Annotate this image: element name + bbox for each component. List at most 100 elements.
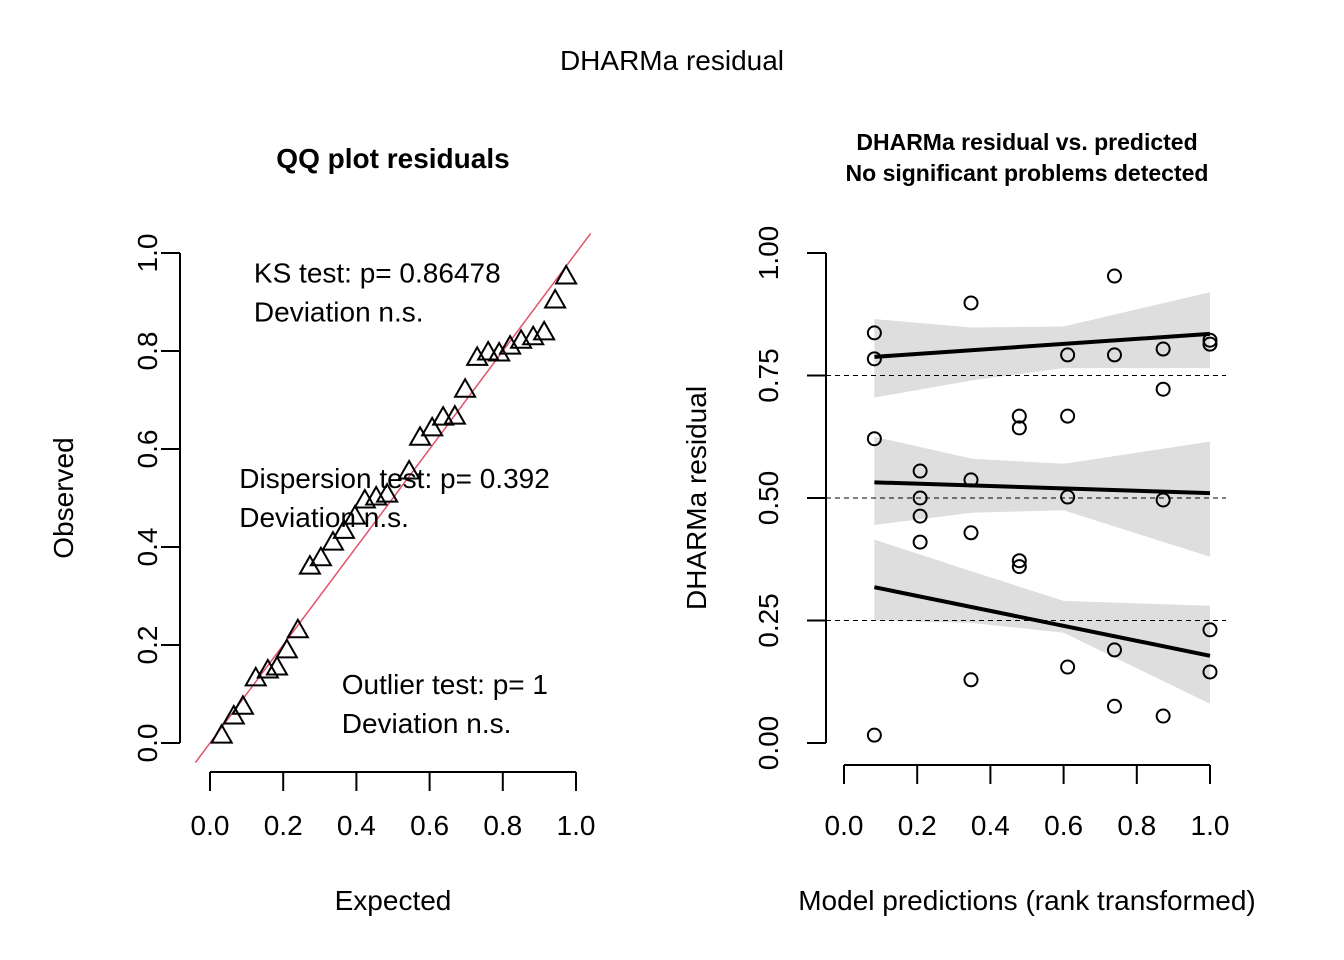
qq-annotations: KS test: p= 0.86478 Deviation n.s. Dispers… bbox=[239, 257, 550, 739]
qq-point-triangle bbox=[465, 345, 489, 366]
qq-point-triangle bbox=[543, 288, 567, 309]
rv-point bbox=[1106, 698, 1122, 714]
rv-point bbox=[1011, 553, 1027, 569]
rv-point bbox=[963, 295, 979, 311]
rv-quantile-fit-line bbox=[873, 585, 1211, 658]
rv-point bbox=[963, 472, 979, 488]
rv-point bbox=[963, 525, 979, 541]
qq-point-triangle bbox=[332, 518, 356, 539]
rv-point bbox=[866, 325, 882, 341]
rv-y-tick-label: 0.00 bbox=[753, 716, 784, 771]
rv-point bbox=[1202, 622, 1218, 638]
rv-y-tick-label: 1.00 bbox=[753, 226, 784, 281]
rv-quantile-fits bbox=[873, 331, 1211, 658]
residual-vs-predicted-plot: DHARMa residual vs. predicted No signifi… bbox=[681, 129, 1256, 916]
rv-title: DHARMa residual vs. predicted bbox=[856, 129, 1197, 155]
qq-point-triangle bbox=[453, 377, 477, 398]
rv-x-tick-label: 0.6 bbox=[1044, 810, 1083, 841]
qq-point-triangle bbox=[498, 334, 522, 355]
qq-point-triangle bbox=[431, 405, 455, 426]
qq-x-tick-label: 0.6 bbox=[410, 810, 449, 841]
qq-point-triangle bbox=[275, 637, 299, 659]
qq-point-triangle bbox=[209, 723, 234, 744]
qq-point-triangle bbox=[420, 415, 444, 437]
qq-y-tick-label: 0.0 bbox=[132, 724, 163, 763]
qq-annotation-text: Dispersion test: p= 0.392 bbox=[239, 463, 550, 494]
rv-xlabel: Model predictions (rank transformed) bbox=[798, 885, 1256, 916]
qq-reference-line bbox=[194, 232, 592, 764]
qq-x-tick-label: 1.0 bbox=[557, 810, 596, 841]
qq-x-tick-label: 0.4 bbox=[337, 810, 376, 841]
rv-x-tick-label: 0.4 bbox=[971, 810, 1010, 841]
rv-x-axis: 0.0 0.2 0.4 0.6 0.8 1.0 bbox=[825, 764, 1230, 841]
rv-point bbox=[963, 672, 979, 688]
rv-point bbox=[1202, 332, 1218, 348]
qq-annotation-text: Deviation n.s. bbox=[254, 296, 424, 327]
rv-point bbox=[1060, 489, 1076, 505]
rv-point bbox=[1155, 381, 1171, 397]
rv-point bbox=[1155, 492, 1171, 508]
qq-ylabel: Observed bbox=[48, 437, 79, 558]
qq-point-triangle bbox=[532, 319, 556, 341]
qq-x-tick-label: 0.0 bbox=[191, 810, 230, 841]
rv-point bbox=[912, 490, 928, 506]
qq-x-tick-label: 0.8 bbox=[483, 810, 522, 841]
qq-title: QQ plot residuals bbox=[276, 143, 509, 174]
qq-y-tick-label: 0.2 bbox=[132, 626, 163, 665]
rv-confidence-band bbox=[874, 436, 1210, 557]
qq-reference-line-path bbox=[194, 232, 592, 764]
rv-point bbox=[912, 534, 928, 550]
qq-y-tick-label: 0.6 bbox=[132, 430, 163, 469]
qq-point-triangle bbox=[222, 704, 246, 725]
figure-title: DHARMa residual bbox=[560, 45, 784, 76]
rv-x-tick-label: 0.8 bbox=[1117, 810, 1156, 841]
qq-y-tick-label: 1.0 bbox=[132, 234, 163, 273]
rv-point bbox=[1011, 408, 1027, 424]
rv-point bbox=[912, 508, 928, 524]
rv-point bbox=[1202, 336, 1218, 352]
qq-point-triangle bbox=[521, 324, 545, 346]
rv-point bbox=[866, 351, 882, 367]
qq-point-triangle bbox=[231, 694, 255, 715]
qq-annotation-text: Deviation n.s. bbox=[342, 708, 512, 739]
rv-reference-lines bbox=[826, 375, 1226, 621]
qq-x-axis: 0.0 0.2 0.4 0.6 0.8 1.0 bbox=[191, 771, 596, 841]
qq-point-triangle bbox=[256, 657, 280, 679]
rv-quantile-fit-line bbox=[874, 480, 1211, 496]
rv-x-tick-label: 1.0 bbox=[1191, 810, 1230, 841]
rv-point bbox=[1060, 347, 1076, 363]
rv-y-tick-label: 0.50 bbox=[753, 471, 784, 526]
qq-point-triangle bbox=[554, 264, 578, 285]
rv-point bbox=[866, 727, 882, 743]
qq-point-triangle bbox=[397, 459, 421, 480]
rv-x-tick-label: 0.2 bbox=[898, 810, 937, 841]
qq-x-tick-label: 0.2 bbox=[264, 810, 303, 841]
rv-point bbox=[866, 431, 882, 447]
rv-point bbox=[1011, 420, 1027, 436]
rv-point bbox=[1106, 642, 1122, 658]
qq-point-triangle bbox=[375, 482, 399, 503]
qq-point-triangle bbox=[487, 340, 511, 362]
qq-point-triangle bbox=[321, 530, 345, 551]
rv-point bbox=[1155, 341, 1171, 357]
rv-point bbox=[912, 463, 928, 479]
rv-point bbox=[1060, 408, 1076, 424]
rv-y-axis: 0.00 0.25 0.50 0.75 1.00 bbox=[753, 226, 827, 771]
rv-quantile-fit-line bbox=[874, 331, 1211, 359]
rv-points bbox=[866, 268, 1218, 743]
qq-points bbox=[209, 264, 578, 744]
qq-y-tick-label: 0.8 bbox=[132, 332, 163, 371]
qq-point-triangle bbox=[286, 617, 310, 639]
qq-annotation-text: Deviation n.s. bbox=[239, 502, 409, 533]
qq-xlabel: Expected bbox=[335, 885, 452, 916]
rv-y-tick-label: 0.75 bbox=[753, 348, 784, 403]
rv-point bbox=[1060, 659, 1076, 675]
qq-y-tick-label: 0.4 bbox=[132, 528, 163, 567]
rv-point bbox=[1155, 708, 1171, 724]
rv-point bbox=[1202, 664, 1218, 680]
rv-subtitle: No significant problems detected bbox=[846, 160, 1209, 186]
rv-point bbox=[1106, 347, 1122, 363]
qq-annotation-text: Outlier test: p= 1 bbox=[342, 669, 548, 700]
rv-point bbox=[1106, 268, 1122, 284]
